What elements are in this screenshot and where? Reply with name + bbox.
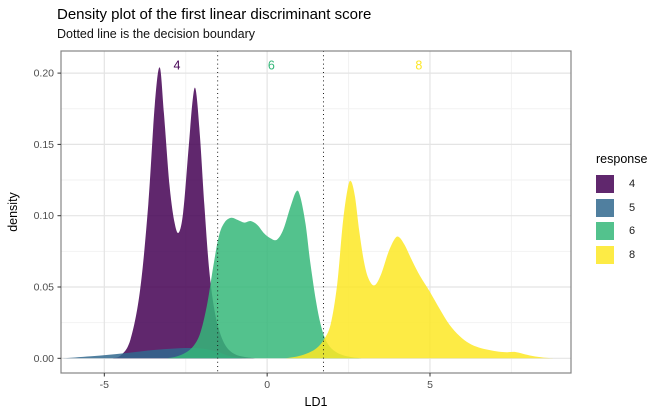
y-tick-label: 0.00 [34,353,55,365]
legend-item-5: 5 [596,198,647,217]
x-tick-label: 0 [264,379,270,391]
legend-item-8: 8 [596,245,647,264]
density-area-6 [166,190,362,359]
legend-swatch-5 [596,198,614,217]
group-label-8: 8 [415,58,422,72]
legend-label: 5 [629,201,636,214]
legend-swatch-6 [596,222,614,240]
legend-item-6: 6 [596,222,647,240]
y-axis-title: density [6,192,20,232]
legend-title: response [596,152,648,166]
legend: response 4 5 6 8 [596,152,647,269]
plot-subtitle: Dotted line is the decision boundary [57,27,256,41]
panel-border [60,50,572,374]
plot-title: Density plot of the first linear discrim… [57,6,372,23]
group-label-4: 4 [173,58,180,72]
legend-swatch-8 [596,245,614,264]
y-tick-label: 0.15 [34,139,55,151]
legend-swatch-4 [596,175,614,193]
legend-items: 4 5 6 8 [596,175,647,264]
legend-item-4: 4 [596,175,647,193]
x-tick-label: 5 [427,379,433,391]
legend-label: 4 [629,178,636,190]
x-tick-label: -5 [100,379,109,391]
density-area-4 [112,67,256,359]
legend-label: 8 [629,248,636,261]
y-tick-label: 0.20 [34,68,55,80]
y-tick-label: 0.10 [34,210,55,222]
y-tick-label: 0.05 [34,282,55,294]
group-label-6: 6 [268,58,275,72]
density-area-8 [285,180,556,359]
x-axis-title: LD1 [304,395,328,409]
legend-label: 6 [629,225,636,237]
